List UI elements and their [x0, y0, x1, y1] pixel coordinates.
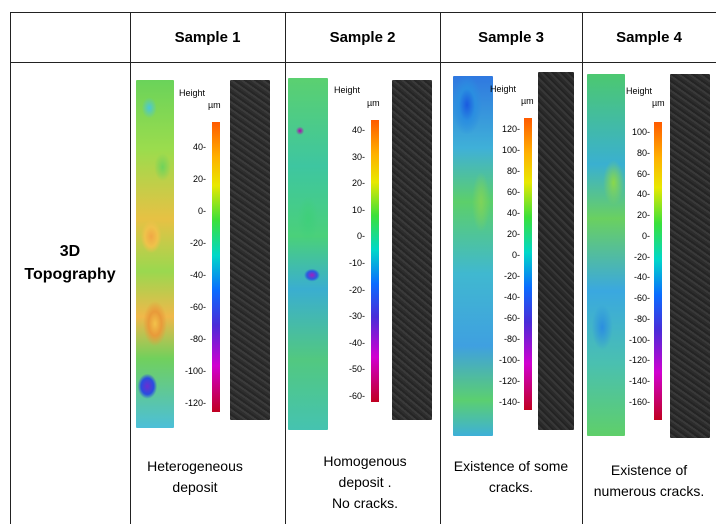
sample-2-tick-label: -60- — [348, 391, 365, 401]
sample-2-tick-label: -20- — [348, 284, 365, 295]
sample-4-tick-label: -60- — [633, 293, 650, 304]
sample-3-caption-line-2: cracks. — [488, 479, 534, 495]
sample-1-tick-label: 0- — [197, 206, 206, 216]
sample-2-tick-label: -30- — [348, 311, 365, 322]
sample-3-tick-label: -140- — [498, 397, 520, 407]
sample-4-tick-label: 100- — [631, 127, 650, 137]
sample-1-topography-map — [136, 80, 174, 428]
sample-3-header: Sample 3 — [478, 28, 544, 46]
sample-3-tick-label: -120- — [498, 376, 520, 386]
sample-3-height-label: Height — [490, 84, 517, 94]
sample-4-tick-label: -140- — [628, 376, 650, 387]
row-label-line-1: 3D — [59, 243, 81, 260]
sample-3-tick-label: -20- — [503, 271, 520, 281]
sample-2-caption-line-3: No cracks. — [331, 495, 399, 511]
sample-3-caption: Existence of some cracks. — [440, 456, 582, 498]
sample-4-tick-label: -100- — [628, 334, 650, 345]
column-divider-2 — [285, 12, 286, 524]
sample-4-tick-label: -40- — [633, 272, 650, 283]
sample-2-topography-map — [288, 78, 328, 430]
sample-3-tick-label: 40- — [506, 208, 520, 218]
sample-2-tick-label: 30- — [351, 151, 365, 162]
sample-4-tick-label: -120- — [628, 355, 650, 366]
sample-4-height-label: Height — [626, 86, 653, 96]
sample-1-caption-line-2: deposit — [172, 479, 218, 495]
sample-1-caption-line-1: Heterogeneous — [147, 458, 243, 474]
sample-3-tick-label: 80- — [506, 166, 520, 176]
sample-3-tick-label: -60- — [503, 313, 520, 323]
sample-4-unit-label: µm — [652, 98, 665, 108]
sample-2-header: Sample 2 — [329, 28, 396, 46]
column-divider-4 — [582, 12, 583, 524]
sample-1-tick-label: -20- — [189, 238, 206, 248]
sample-4-ticks: 100- 80- 60- 40- 20- 0- -20- -40- -60- -80- -100- -… — [620, 127, 652, 407]
sample-2-caption-line-1: Homogenous — [323, 453, 407, 469]
sample-2-tick-label: -10- — [348, 258, 365, 268]
sample-2-grayscale-image — [392, 80, 432, 420]
sample-2-colorbar — [371, 120, 379, 402]
sample-2-tick-label: 0- — [356, 231, 365, 242]
sample-2-caption: Homogenous deposit . No cracks. — [300, 451, 430, 514]
sample-3-ticks: 120- 100- 80- 60- 40- 20- 0- -20- -40- -60- -80- -1… — [490, 124, 522, 407]
sample-2-tick-label: 10- — [351, 204, 365, 215]
sample-2-tick-label: -40- — [348, 337, 365, 348]
column-divider-1 — [130, 12, 131, 524]
sample-1-grayscale-image — [230, 80, 270, 420]
sample-4-grayscale-image — [670, 74, 710, 438]
sample-2-unit-label: µm — [367, 98, 380, 108]
sample-2-caption-line-2: deposit . — [338, 474, 392, 490]
sample-4-caption: Existence of numerous cracks. — [582, 460, 716, 502]
sample-4-caption-line-2: numerous cracks. — [593, 483, 705, 499]
sample-4-tick-label: 40- — [636, 189, 650, 200]
sample-4-tick-label: -20- — [633, 251, 650, 262]
sample-3-tick-label: 0- — [511, 250, 520, 260]
sample-1-caption: Heterogeneous deposit — [130, 456, 260, 498]
sample-3-caption-line-1: Existence of some — [453, 458, 569, 474]
sample-3-unit-label: µm — [521, 96, 534, 106]
row-label-line-2: Topography — [24, 266, 116, 283]
sample-3-colorbar — [524, 118, 532, 410]
table-top-border — [10, 12, 716, 13]
sample-3-tick-label: 120- — [501, 124, 520, 134]
sample-3-topography-map — [453, 76, 493, 436]
sample-1-tick-label: 20- — [192, 174, 206, 184]
sample-4-tick-label: 60- — [636, 168, 650, 179]
sample-1-colorbar — [212, 122, 220, 412]
sample-3-tick-label: -100- — [498, 355, 520, 365]
sample-3-grayscale-image — [538, 72, 574, 430]
sample-4-tick-label: 20- — [636, 210, 650, 221]
sample-3-tick-label: -40- — [503, 292, 520, 302]
sample-1-tick-label: -60- — [189, 302, 206, 312]
sample-1-header: Sample 1 — [174, 28, 241, 46]
sample-3-tick-label: 60- — [506, 187, 520, 197]
sample-4-colorbar — [654, 122, 662, 420]
sample-3-tick-label: 20- — [506, 229, 520, 239]
sample-2-tick-label: 40- — [351, 125, 365, 135]
sample-2-tick-label: 20- — [351, 178, 365, 189]
sample-4-caption-line-1: Existence of — [610, 462, 688, 478]
sample-1-height-label: Height — [179, 88, 206, 98]
sample-1-tick-label: -120- — [184, 398, 206, 408]
sample-4-tick-label: -160- — [628, 397, 650, 407]
sample-3-tick-label: 100- — [501, 145, 520, 155]
sample-4-tick-label: -80- — [633, 313, 650, 324]
table-header-divider — [10, 62, 716, 63]
column-divider-3 — [440, 12, 441, 524]
sample-4-tick-label: 0- — [641, 230, 650, 241]
sample-4-tick-label: 80- — [636, 147, 650, 158]
sample-4-topography-map — [587, 74, 625, 436]
sample-1-unit-label: µm — [208, 100, 221, 110]
sample-2-tick-label: -50- — [348, 364, 365, 375]
sample-2-ticks: 40- 30- 20- 10- 0- -10- -20- -30- -40- -50- -60- — [335, 125, 367, 401]
sample-2-height-label: Height — [334, 85, 361, 95]
sample-1-ticks: 40- 20- 0- -20- -40- -60- -80- -100- -120- — [176, 142, 208, 408]
sample-1-tick-label: -40- — [189, 270, 206, 280]
sample-1-tick-label: 40- — [192, 142, 206, 152]
sample-3-tick-label: -80- — [503, 334, 520, 344]
sample-1-tick-label: -80- — [189, 334, 206, 344]
sample-1-tick-label: -100- — [184, 366, 206, 376]
row-label-3d-topography: 3D Topography — [10, 240, 130, 286]
sample-4-header: Sample 4 — [616, 28, 682, 46]
table-left-border — [10, 12, 11, 524]
